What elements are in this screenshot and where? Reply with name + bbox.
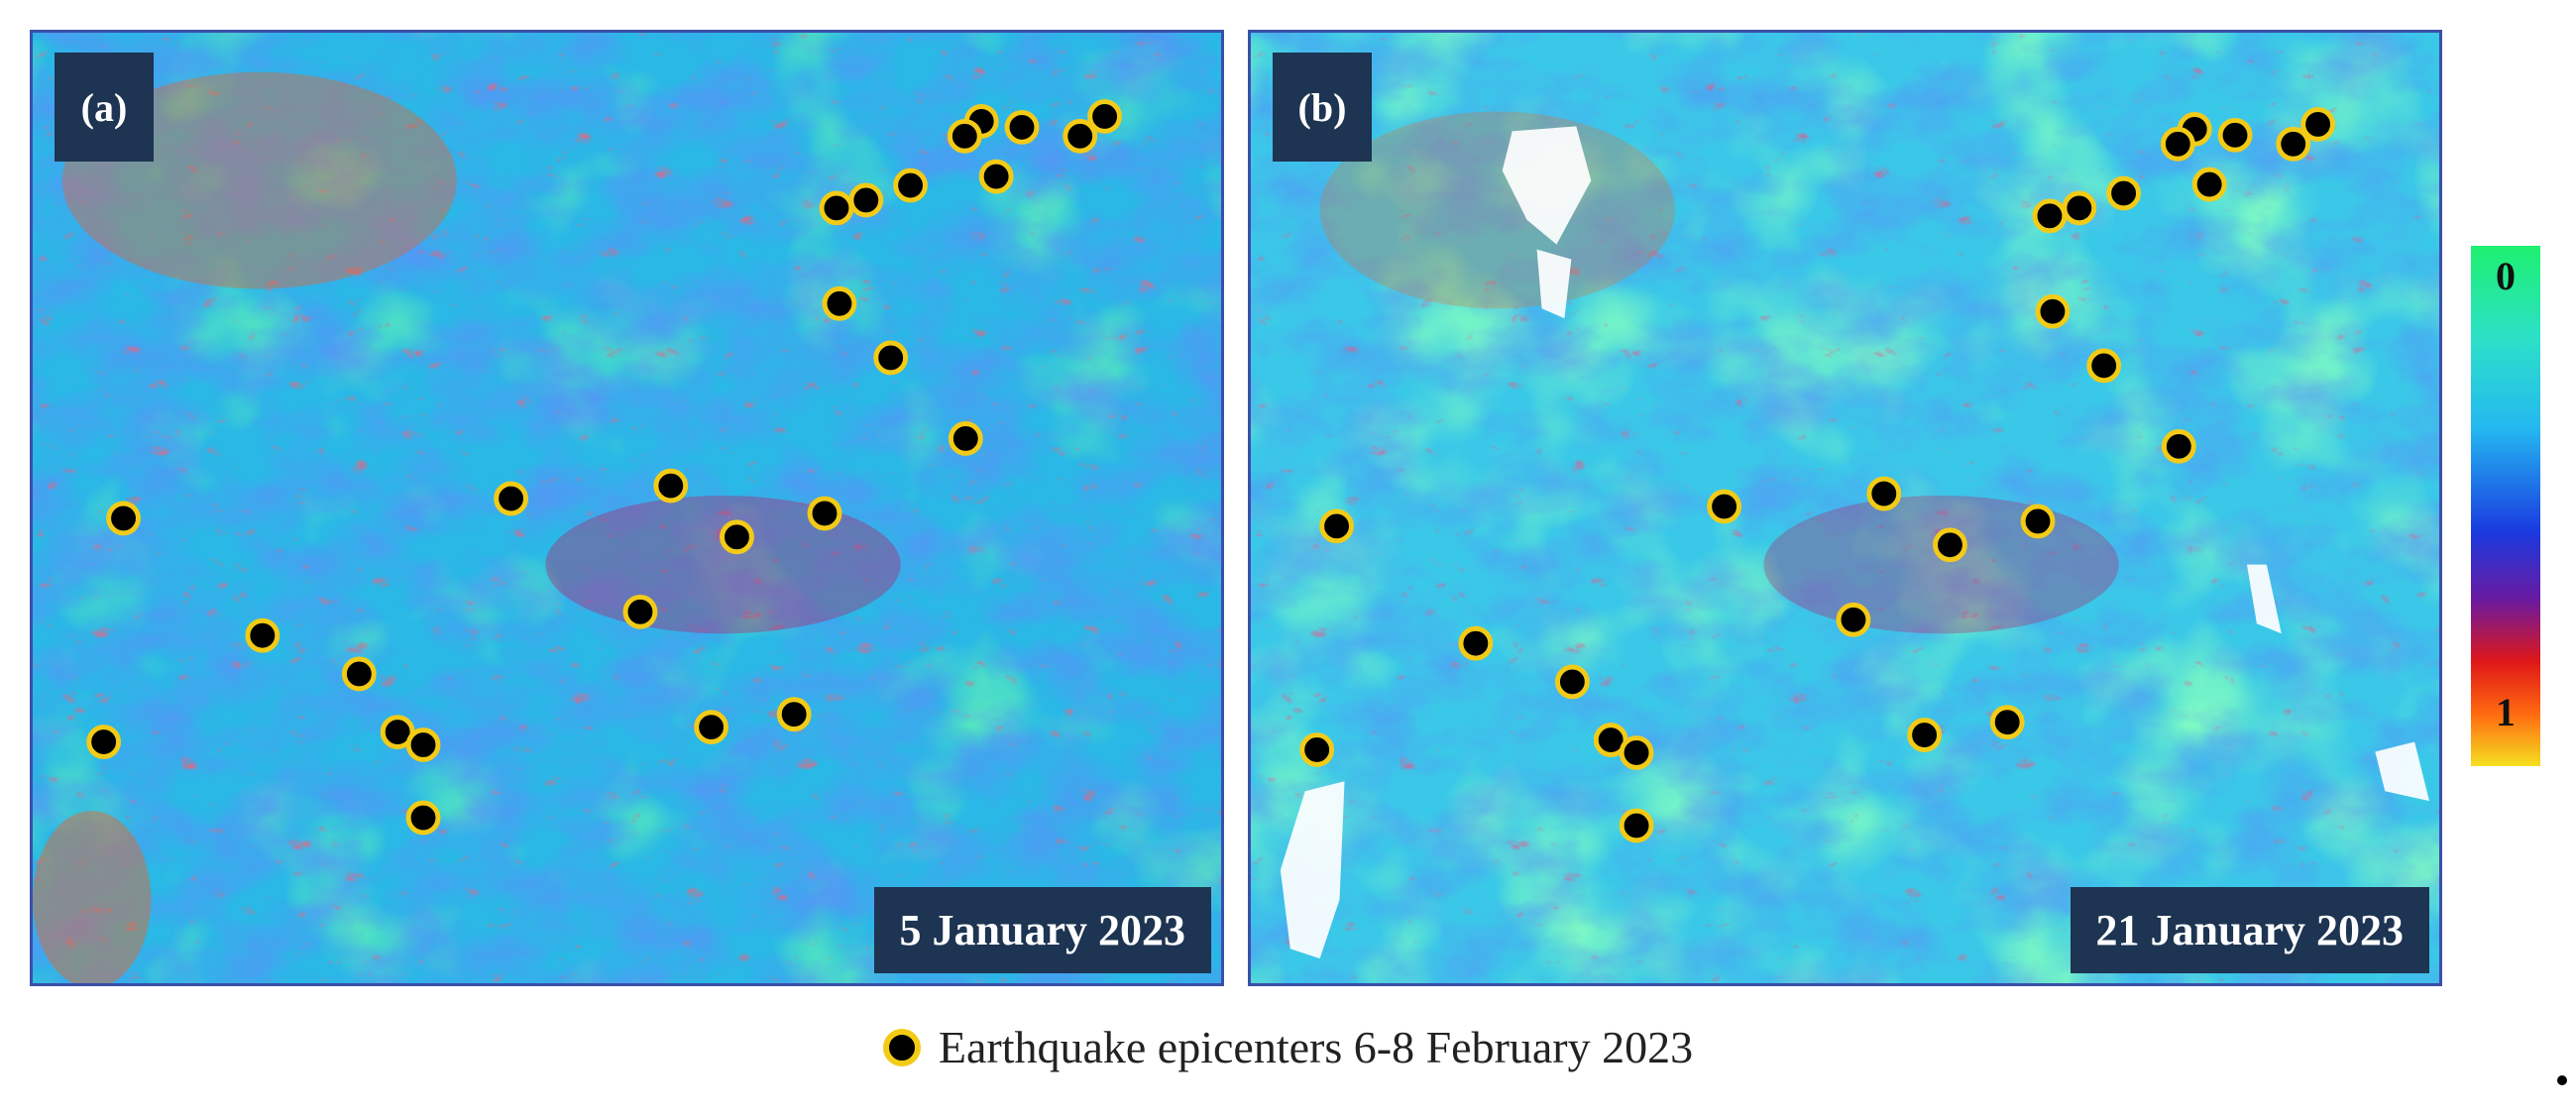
colorbar-bottom-label: 1 bbox=[2496, 690, 2516, 734]
epicenter-marker bbox=[1319, 508, 1354, 544]
epicenter-marker bbox=[1836, 602, 1871, 637]
epicenter-marker bbox=[2161, 428, 2196, 464]
epicenter-marker bbox=[1554, 664, 1590, 700]
epicenter-marker bbox=[2106, 175, 2142, 211]
epicenters-a bbox=[86, 99, 1123, 836]
epicenter-marker bbox=[694, 710, 728, 745]
epicenter-marker bbox=[2062, 190, 2097, 226]
epicenters-b bbox=[1299, 107, 2336, 843]
epicenter-marker bbox=[848, 182, 884, 218]
epicenter-marker bbox=[1989, 705, 2025, 740]
epicenter-marker bbox=[1866, 476, 1902, 511]
epicenter-marker bbox=[1299, 732, 1335, 767]
epicenter-marker bbox=[2035, 293, 2071, 329]
epicenter-marker bbox=[1619, 808, 1654, 843]
colorbar bbox=[2471, 246, 2540, 766]
snow-patches bbox=[1280, 126, 2430, 959]
epicenter-marker bbox=[494, 481, 528, 516]
epicenter-marker bbox=[106, 501, 141, 536]
epicenter-marker bbox=[622, 594, 658, 629]
epicenter-marker bbox=[2217, 117, 2253, 153]
epicenter-marker bbox=[405, 727, 441, 762]
epicenter-marker bbox=[819, 190, 854, 226]
map-raster-a bbox=[33, 33, 1221, 983]
epicenter-marker bbox=[405, 800, 441, 836]
date-label: 5 January 2023 bbox=[873, 887, 1211, 973]
epicenter-marker bbox=[720, 519, 754, 555]
epicenter-marker bbox=[86, 725, 122, 759]
epicenter-marker bbox=[947, 118, 982, 154]
epicenter-marker bbox=[822, 285, 857, 321]
epicenter-marker bbox=[873, 340, 909, 376]
epicenter-marker bbox=[2191, 167, 2227, 202]
epicenter-marker bbox=[807, 496, 842, 531]
panel-label: (b) bbox=[1273, 53, 1372, 162]
epicenter-marker bbox=[1087, 99, 1123, 134]
epicenter-marker bbox=[1004, 110, 1040, 145]
epicenter-marker bbox=[1458, 625, 1494, 661]
epicenter-marker bbox=[653, 468, 689, 504]
epicenter-marker bbox=[2300, 107, 2336, 142]
epicenter-marker bbox=[948, 421, 983, 456]
epicenter-marker bbox=[2020, 504, 2056, 539]
legend: Earthquake epicenters 6-8 February 2023 bbox=[0, 1021, 2576, 1073]
date-label: 21 January 2023 bbox=[2070, 887, 2429, 973]
legend-label: Earthquake epicenters 6-8 February 2023 bbox=[938, 1022, 1694, 1072]
epicenter-marker bbox=[776, 697, 812, 732]
epicenter-marker bbox=[1619, 735, 1654, 770]
epicenter-marker bbox=[978, 159, 1014, 194]
epicenter-marker bbox=[245, 617, 280, 653]
map-panel-a: (a) 5 January 2023 bbox=[30, 30, 1224, 986]
epicenter-marker bbox=[2160, 126, 2195, 162]
epicenter-marker bbox=[1707, 489, 1742, 524]
epicenter-marker bbox=[2032, 198, 2068, 234]
map-raster-b bbox=[1251, 33, 2439, 983]
colorbar-top-label: 0 bbox=[2496, 254, 2516, 298]
map-panel-b: (b) 21 January 2023 bbox=[1248, 30, 2442, 986]
trailing-period bbox=[2557, 1075, 2567, 1085]
epicenter-marker-icon bbox=[882, 1028, 921, 1066]
epicenter-marker bbox=[1933, 527, 1967, 563]
panel-label: (a) bbox=[55, 53, 154, 162]
epicenter-marker bbox=[1063, 118, 1098, 154]
epicenter-marker bbox=[2276, 126, 2311, 162]
epicenter-marker bbox=[341, 656, 377, 692]
epicenter-marker bbox=[893, 168, 928, 203]
epicenter-marker bbox=[1907, 718, 1943, 752]
epicenter-marker bbox=[2086, 348, 2122, 384]
